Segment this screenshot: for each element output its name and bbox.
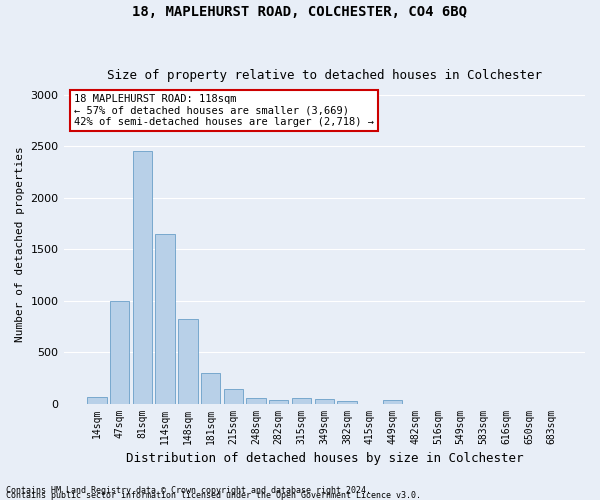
Text: 18 MAPLEHURST ROAD: 118sqm
← 57% of detached houses are smaller (3,669)
42% of s: 18 MAPLEHURST ROAD: 118sqm ← 57% of deta… [74,94,374,128]
Title: Size of property relative to detached houses in Colchester: Size of property relative to detached ho… [107,69,542,82]
Bar [224,389,243,404]
Bar [383,400,402,404]
Bar [314,400,334,404]
Bar [133,152,152,404]
Bar [337,401,356,404]
Bar [178,319,197,404]
Bar [247,398,266,404]
Text: 18, MAPLEHURST ROAD, COLCHESTER, CO4 6BQ: 18, MAPLEHURST ROAD, COLCHESTER, CO4 6BQ [133,5,467,19]
Y-axis label: Number of detached properties: Number of detached properties [15,146,25,342]
Bar [87,398,107,404]
Bar [292,398,311,404]
Text: Contains public sector information licensed under the Open Government Licence v3: Contains public sector information licen… [6,491,421,500]
Bar [110,300,130,404]
X-axis label: Distribution of detached houses by size in Colchester: Distribution of detached houses by size … [125,452,523,465]
Text: Contains HM Land Registry data © Crown copyright and database right 2024.: Contains HM Land Registry data © Crown c… [6,486,371,495]
Bar [155,234,175,404]
Bar [201,372,220,404]
Bar [269,400,289,404]
